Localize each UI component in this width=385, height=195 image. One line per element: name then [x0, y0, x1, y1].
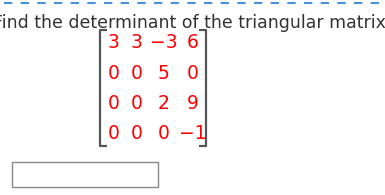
Text: 0: 0 — [187, 64, 198, 83]
Bar — [12, 162, 158, 187]
Text: 0: 0 — [108, 64, 119, 83]
Text: 6: 6 — [187, 33, 198, 52]
Text: 0: 0 — [131, 94, 142, 113]
Text: 0: 0 — [108, 124, 119, 143]
Text: −1: −1 — [179, 124, 206, 143]
Text: 3: 3 — [131, 33, 142, 52]
Text: −3: −3 — [150, 33, 177, 52]
Text: 0: 0 — [131, 64, 142, 83]
Text: 2: 2 — [158, 94, 169, 113]
Text: 5: 5 — [158, 64, 169, 83]
Text: 9: 9 — [187, 94, 198, 113]
Text: 0: 0 — [131, 124, 142, 143]
Text: Find the determinant of the triangular matrix.: Find the determinant of the triangular m… — [0, 14, 385, 32]
Text: 0: 0 — [108, 94, 119, 113]
Text: 0: 0 — [158, 124, 169, 143]
Text: 3: 3 — [108, 33, 119, 52]
